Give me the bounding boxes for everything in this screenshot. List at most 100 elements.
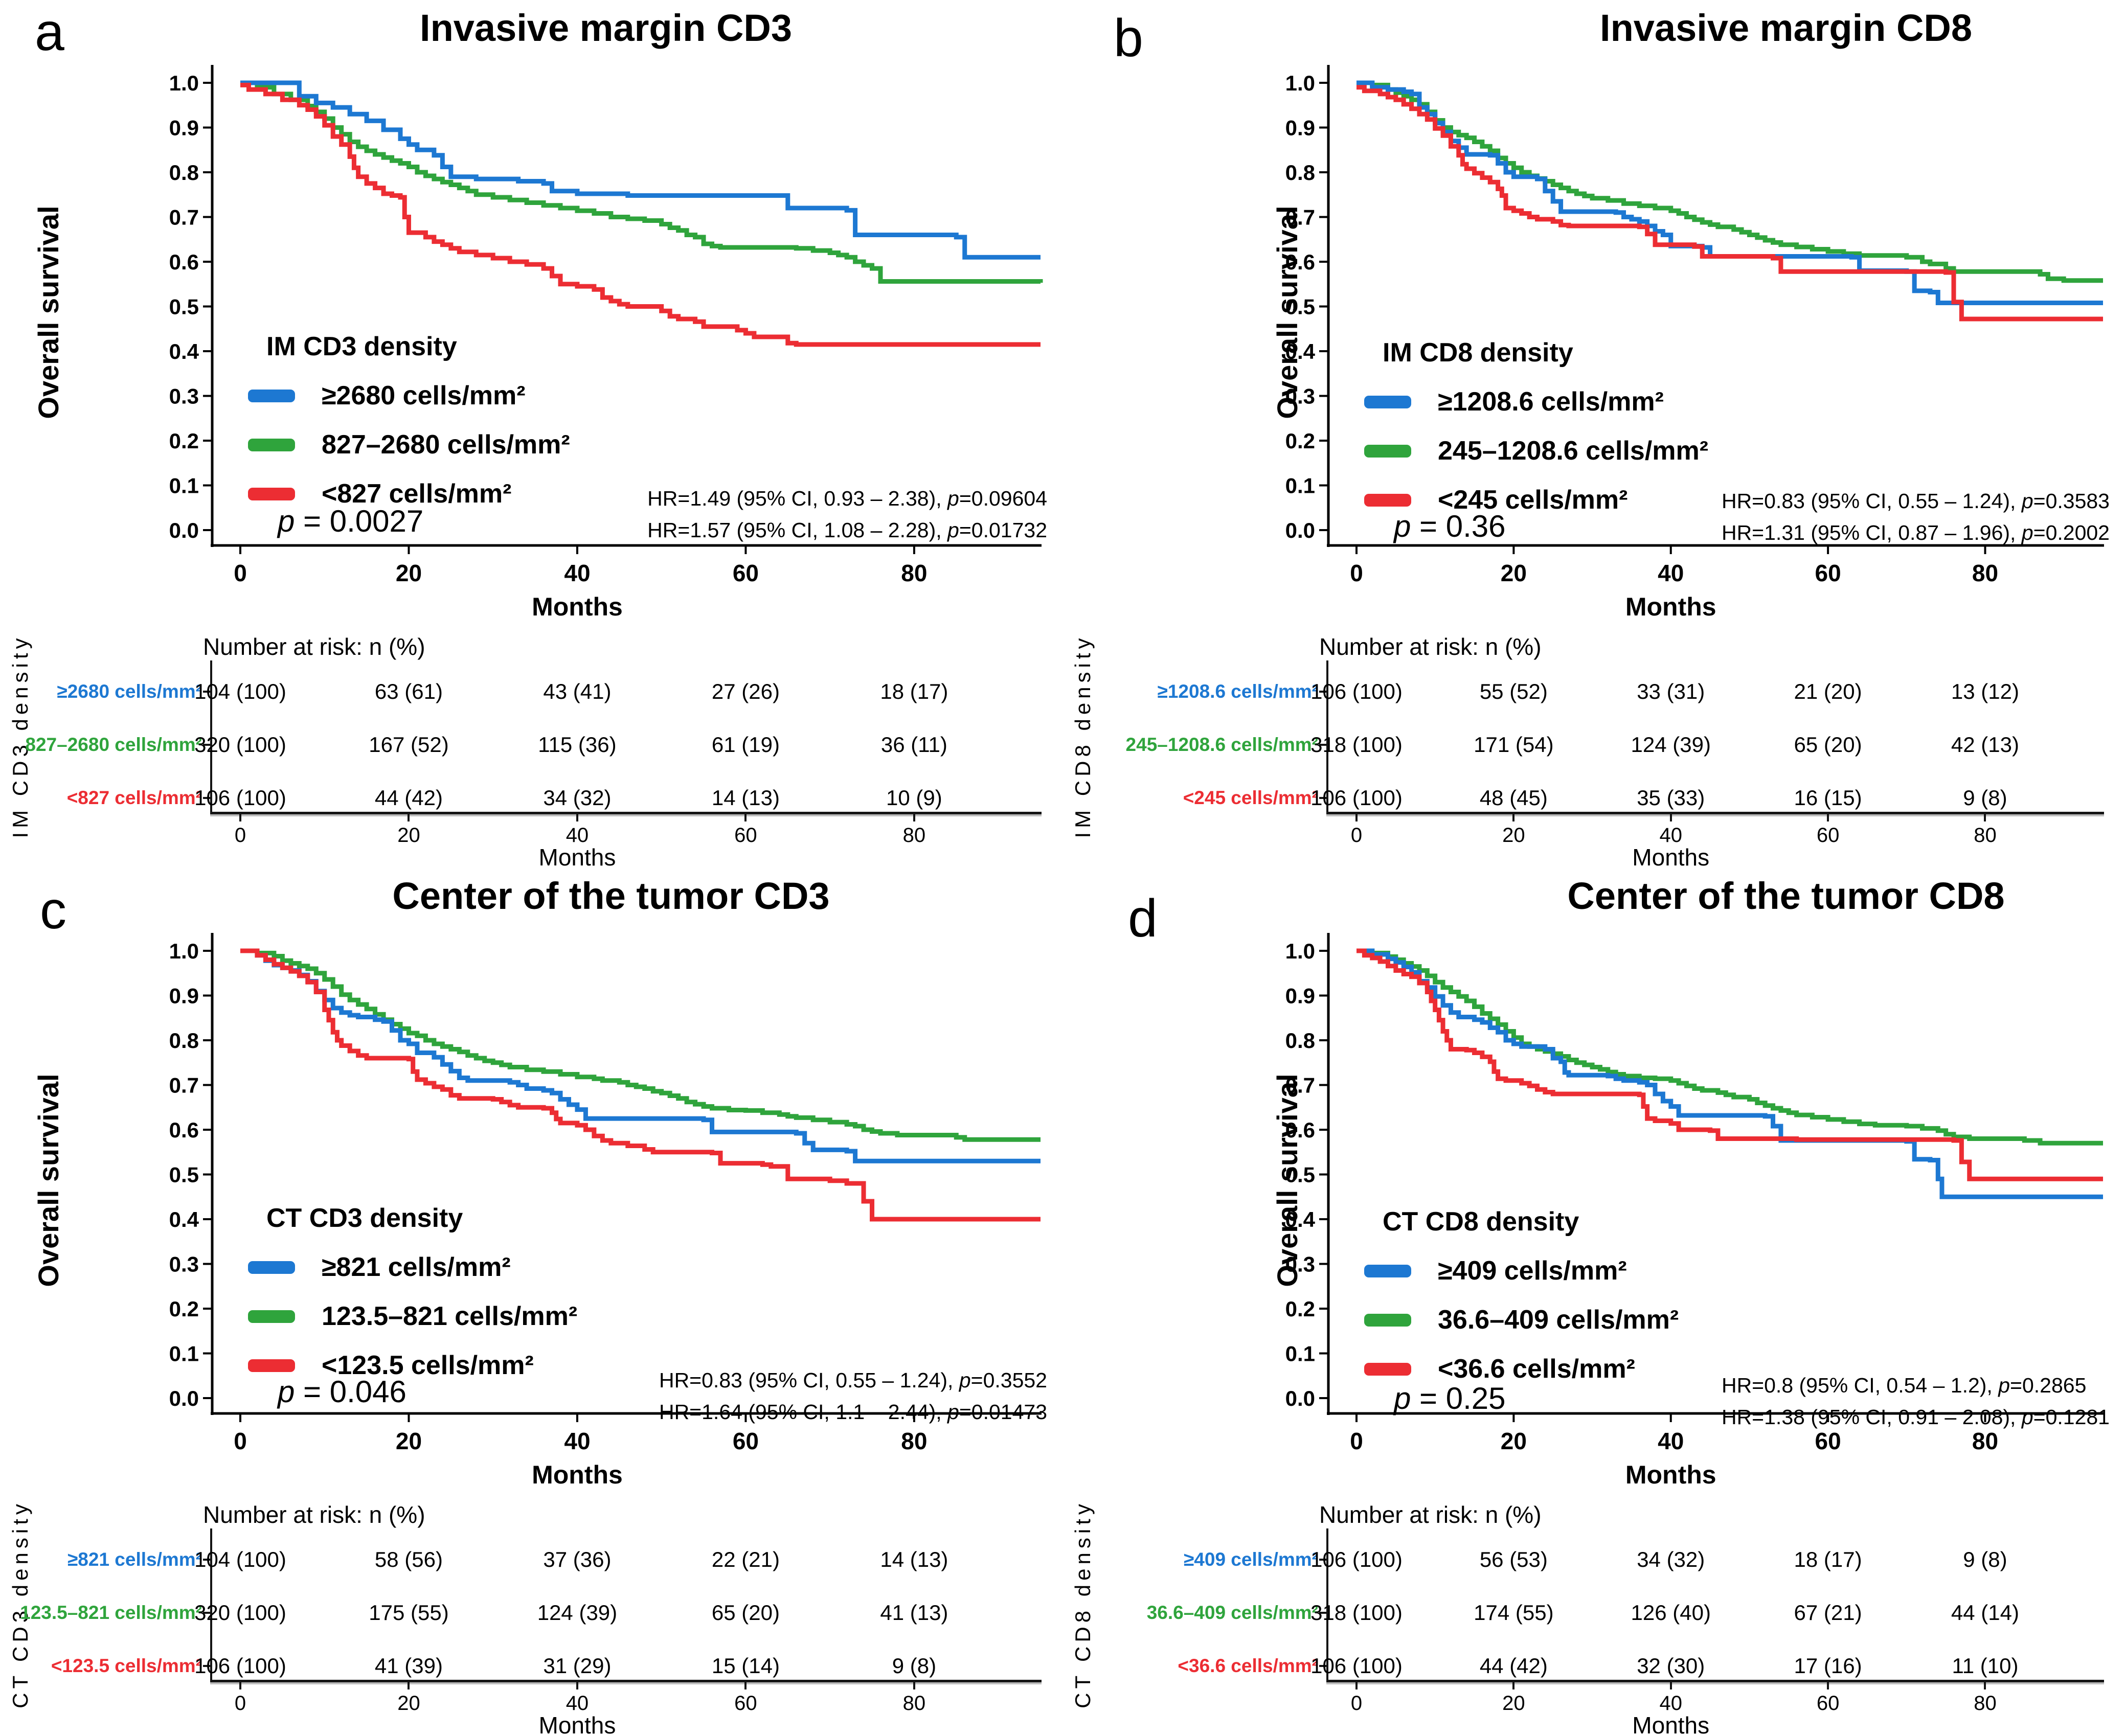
legend-label: 123.5–821 cells/mm² bbox=[322, 1301, 578, 1331]
y-tick-label: 0.1 bbox=[1285, 474, 1315, 498]
risk-value: 16 (15) bbox=[1794, 786, 1862, 810]
legend-label: ≥821 cells/mm² bbox=[322, 1252, 511, 1282]
risk-x-tick bbox=[1512, 814, 1515, 821]
risk-value: 61 (19) bbox=[711, 733, 780, 757]
risk-x-tick bbox=[576, 1682, 578, 1689]
risk-row-tick bbox=[203, 1665, 211, 1667]
risk-table-title: Number at risk: n (%) bbox=[203, 1501, 425, 1528]
km-plot-svg: 0.0 0.1 0.2 0.3 0.4 0.5 0.6 0.7 0.8 0.9 1.0 0 20 40 60… bbox=[1285, 933, 2104, 1489]
x-tick-label: 20 bbox=[396, 1428, 422, 1454]
y-tick-label: 0.9 bbox=[169, 116, 199, 140]
risk-value: 56 (53) bbox=[1479, 1547, 1548, 1571]
legend-swatch-high-icon bbox=[248, 389, 295, 402]
risk-value: 174 (55) bbox=[1474, 1601, 1554, 1625]
x-axis-title: Months bbox=[1625, 592, 1716, 621]
y-tick-label: 0.2 bbox=[169, 1297, 199, 1321]
risk-table-axis-line bbox=[210, 1528, 212, 1681]
x-tick-label: 40 bbox=[1658, 1428, 1684, 1454]
risk-x-tick-label: 0 bbox=[1350, 1692, 1363, 1715]
legend-label: ≥1208.6 cells/mm² bbox=[1438, 387, 1664, 417]
risk-table-axis-line bbox=[1326, 660, 1328, 813]
y-tick-label: 0.7 bbox=[169, 1073, 199, 1098]
panel-letter: c bbox=[40, 881, 66, 940]
risk-x-axis-title: Months bbox=[538, 1712, 616, 1736]
legend-label: 245–1208.6 cells/mm² bbox=[1438, 436, 1709, 466]
y-tick-label: 0.8 bbox=[1285, 1029, 1315, 1053]
risk-row-tick bbox=[1319, 691, 1327, 693]
y-tick-label: 0.6 bbox=[1285, 250, 1315, 274]
x-tick-label: 0 bbox=[1350, 560, 1363, 586]
x-tick-label: 80 bbox=[1972, 560, 1998, 586]
y-tick-label: 0.8 bbox=[169, 161, 199, 185]
y-tick-label: 0.7 bbox=[1285, 1073, 1315, 1098]
legend-item: <123.5 cells/mm² bbox=[248, 1350, 577, 1381]
legend-label: ≥2680 cells/mm² bbox=[322, 381, 526, 410]
risk-row-tick bbox=[203, 1612, 211, 1614]
plot-legend: CT CD8 density ≥409 cells/mm² 36.6–409 c… bbox=[1364, 1206, 1679, 1384]
x-tick-label: 0 bbox=[1350, 1428, 1363, 1454]
risk-table-axis-line bbox=[1326, 1528, 1328, 1681]
y-tick-label: 0.4 bbox=[1285, 339, 1316, 363]
panel-title: Invasive margin CD3 bbox=[420, 7, 792, 49]
risk-value: 124 (39) bbox=[537, 1601, 618, 1625]
risk-value: 41 (39) bbox=[374, 1654, 443, 1678]
risk-x-tick bbox=[1512, 1682, 1515, 1689]
risk-value: 32 (30) bbox=[1637, 1654, 1705, 1678]
y-tick-label: 0.8 bbox=[169, 1029, 199, 1053]
y-tick-label: 0.3 bbox=[169, 1252, 199, 1276]
risk-value: 21 (20) bbox=[1794, 679, 1862, 703]
risk-value: 104 (100) bbox=[194, 679, 286, 703]
x-tick-label: 60 bbox=[1815, 1428, 1841, 1454]
risk-value: 43 (41) bbox=[543, 679, 612, 703]
risk-value: 34 (32) bbox=[1637, 1547, 1705, 1571]
risk-value: 58 (56) bbox=[374, 1547, 443, 1571]
y-tick-label: 0.7 bbox=[169, 205, 199, 230]
panel-letter: d bbox=[1128, 889, 1158, 948]
risk-x-tick-label: 0 bbox=[1350, 824, 1363, 847]
legend-swatch-low-icon bbox=[248, 1359, 295, 1372]
risk-x-tick-label: 20 bbox=[1502, 1692, 1525, 1715]
risk-row-label: ≥409 cells/mm² bbox=[1183, 1549, 1318, 1570]
risk-x-tick bbox=[239, 814, 241, 821]
risk-row-tick bbox=[203, 797, 211, 799]
risk-x-tick bbox=[1984, 1682, 1986, 1689]
y-tick-label: 0.0 bbox=[169, 518, 199, 542]
legend-title: IM CD8 density bbox=[1383, 338, 1573, 368]
risk-value: 31 (29) bbox=[543, 1654, 612, 1678]
risk-x-tick-label: 40 bbox=[1659, 824, 1682, 847]
risk-value: 106 (100) bbox=[1310, 679, 1403, 703]
y-tick-label: 0.5 bbox=[1285, 1163, 1315, 1187]
km-curve bbox=[1357, 948, 2103, 1181]
legend-title: IM CD3 density bbox=[266, 332, 457, 361]
legend-label: <245 cells/mm² bbox=[1438, 485, 1628, 515]
risk-value: 14 (13) bbox=[880, 1547, 948, 1571]
risk-x-axis bbox=[1326, 812, 2104, 816]
panel-letter: b bbox=[1114, 9, 1143, 68]
risk-x-tick-label: 40 bbox=[566, 1692, 589, 1715]
risk-row-label: <827 cells/mm² bbox=[66, 787, 202, 808]
risk-value: 320 (100) bbox=[194, 1601, 286, 1625]
legend-item: ≥409 cells/mm² bbox=[1364, 1255, 1679, 1286]
x-tick-label: 40 bbox=[564, 560, 590, 586]
legend-swatch-mid-icon bbox=[1364, 1313, 1411, 1327]
risk-x-axis-title: Months bbox=[1632, 1712, 1710, 1736]
risk-axis-title: CT CD3 density bbox=[8, 1500, 32, 1708]
plot-legend: IM CD3 density ≥2680 cells/mm² 827–2680 … bbox=[248, 331, 570, 509]
risk-value: 22 (21) bbox=[711, 1547, 780, 1571]
risk-x-tick bbox=[1827, 1682, 1829, 1689]
legend-label: ≥409 cells/mm² bbox=[1438, 1256, 1627, 1286]
p-value: p = 0.046 bbox=[278, 1375, 406, 1409]
x-axis-title: Months bbox=[532, 1460, 623, 1489]
km-plot-svg: 0.0 0.1 0.2 0.3 0.4 0.5 0.6 0.7 0.8 0.9 1.0 0 20 40 60… bbox=[169, 65, 1043, 621]
y-tick-label: 0.3 bbox=[1285, 384, 1315, 408]
risk-row-tick bbox=[1319, 744, 1327, 746]
risk-value: 18 (17) bbox=[1794, 1547, 1862, 1571]
risk-row-label: <245 cells/mm² bbox=[1183, 787, 1318, 808]
km-curve bbox=[240, 948, 1041, 1222]
y-tick-label: 0.3 bbox=[169, 384, 199, 408]
x-tick-label: 80 bbox=[1972, 1428, 1998, 1454]
legend-title: CT CD8 density bbox=[1383, 1207, 1579, 1237]
panel-letter: a bbox=[35, 3, 64, 62]
km-curve bbox=[1357, 948, 2103, 1199]
